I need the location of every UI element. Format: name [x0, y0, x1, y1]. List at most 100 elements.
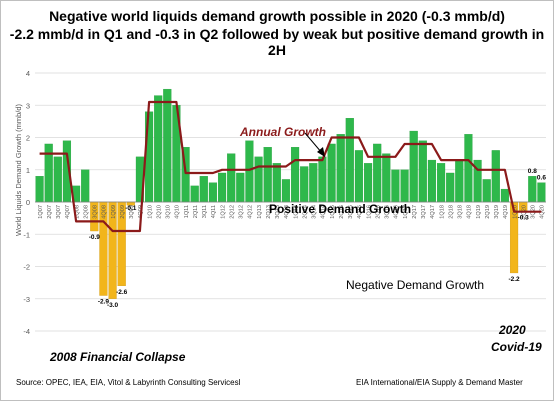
bar-3q17 [418, 140, 427, 203]
x-tick-label: 2Q12 [229, 205, 235, 219]
bar-2q15 [336, 134, 345, 203]
y-tick-labels: -4 -3 -2 -1 0 1 2 3 4 [23, 69, 30, 336]
x-tick-label: 1Q11 [184, 205, 190, 218]
y-tick-label: 3 [26, 101, 30, 110]
x-tick-label: 4Q17 [430, 205, 436, 219]
bar-1q13 [254, 156, 263, 203]
x-tick-label: 4Q13 [284, 205, 290, 219]
annual-growth-path [39, 100, 542, 233]
x-tick-label: 2Q15 [339, 205, 345, 219]
bar-2q08 [81, 169, 90, 203]
x-tick-label: 2Q13 [266, 205, 272, 219]
bar-4q12 [245, 140, 254, 203]
annotations: World Liquids Demand Growth (mmb/d) Annu… [14, 104, 542, 364]
x-tick-label: 2Q09 [120, 205, 126, 219]
bar-3q20 [528, 176, 537, 203]
x-tick-label: 2Q16 [375, 205, 381, 219]
bar-1q15 [327, 143, 336, 203]
x-tick-label: 2Q07 [47, 205, 53, 219]
bar-2q12 [227, 153, 236, 203]
bar-3q07 [53, 156, 62, 203]
x-tick-label: 3Q09 [129, 205, 135, 219]
bar-4q19 [500, 188, 510, 203]
x-tick-label: 3Q10 [166, 205, 172, 219]
bar-3q16 [382, 153, 391, 203]
bar-2q16 [373, 143, 382, 203]
bar-2q17 [409, 130, 418, 203]
x-tick-label: 4Q07 [65, 205, 71, 219]
bar-4q20 [537, 182, 546, 203]
x-tick-label: 1Q15 [330, 205, 336, 219]
x-tick-label: 4Q12 [248, 205, 254, 219]
x-tick-label: 3Q19 [494, 205, 500, 219]
bar-2q19 [482, 179, 491, 203]
x-tick-labels: 1Q07 2Q07 3Q07 4Q07 1Q08 2Q08 3Q08 4Q08 1Q09 2Q09… [38, 205, 546, 219]
x-tick-label: 2Q11 [193, 205, 199, 218]
x-tick-label: 4Q15 [357, 205, 363, 219]
y-tick-label: -4 [23, 327, 30, 336]
bar-3q12 [236, 172, 245, 203]
bar-2q13 [263, 147, 272, 203]
x-tick-label: 3Q18 [458, 205, 464, 219]
x-tick-label: 3Q17 [421, 205, 427, 219]
bar-1q12 [217, 172, 227, 203]
bars [35, 88, 546, 299]
covid-name-label: Covid-19 [491, 340, 542, 354]
annual-growth-arrowhead [317, 147, 325, 157]
bar-2q10 [154, 95, 163, 203]
bar-3q19 [491, 150, 500, 203]
source-note-right: EIA International/EIA Supply & Demand Ma… [356, 378, 523, 387]
y-tick-label: 2 [26, 134, 30, 143]
x-tick-label: 1Q16 [366, 205, 372, 219]
data-labels: -0.9 -2.9-3.0 -2.6 -0.1 -2.2 -0.3 0.80.6 [89, 168, 547, 309]
x-tick-label: 1Q17 [403, 205, 409, 219]
bar-4q16 [391, 169, 400, 203]
bar-4q15 [354, 150, 364, 203]
financial-collapse-label: 2008 Financial Collapse [49, 350, 186, 364]
x-tick-label: 2Q17 [412, 205, 418, 219]
bar-1q18 [436, 163, 446, 203]
x-tick-label: 1Q12 [220, 205, 226, 219]
bar-4q14 [318, 156, 327, 203]
y-tick-label: 1 [26, 166, 30, 175]
annual-growth-line [39, 100, 542, 233]
bar-3q11 [199, 176, 208, 203]
x-tick-label: 2Q10 [156, 205, 162, 219]
x-tick-label: 1Q19 [476, 205, 482, 219]
bar-2q11 [190, 185, 199, 203]
annual-growth-arrow [304, 132, 323, 154]
data-label-1q09: -3.0 [107, 302, 119, 309]
x-tick-label: 3Q12 [239, 205, 245, 219]
positive-growth-label: Positive Demand Growth [269, 202, 411, 216]
x-tick-label: 3Q15 [348, 205, 354, 219]
bar-3q13 [272, 163, 281, 203]
x-tick-label: 3Q16 [385, 205, 391, 219]
data-label-3q09: -0.1 [125, 205, 137, 212]
x-tick-label: 1Q10 [147, 205, 153, 219]
data-label-4q08: -2.9 [98, 299, 110, 306]
data-label-3q08: -0.9 [89, 234, 101, 241]
bar-3q18 [455, 159, 464, 203]
x-tick-label: 2Q19 [485, 205, 491, 219]
y-tick-label: 0 [26, 198, 30, 207]
x-tick-label: 4Q20 [540, 205, 546, 219]
y-tick-label: 4 [26, 69, 30, 78]
x-tick-label: 1Q13 [257, 205, 263, 219]
data-label-1q20: -2.2 [508, 276, 520, 283]
x-tick-label: 4Q08 [102, 205, 108, 219]
bar-4q13 [281, 179, 291, 203]
data-label-2q20: -0.3 [518, 215, 530, 222]
x-tick-label: 4Q11 [211, 205, 217, 218]
data-label-4q20: 0.6 [537, 175, 546, 182]
y-tick-label: -3 [23, 295, 30, 304]
x-tick-label: 2Q14 [302, 205, 308, 219]
x-tick-label: 1Q07 [38, 205, 44, 219]
y-axis-label: World Liquids Demand Growth (mmb/d) [14, 104, 23, 236]
y-tick-label: -2 [23, 263, 30, 272]
source-note-left: Source: OPEC, IEA, EIA, Vitol & Labyrint… [16, 378, 241, 387]
x-tick-label: 1Q09 [111, 205, 117, 219]
x-tick-label: 3Q07 [56, 205, 62, 219]
bar-4q17 [427, 159, 437, 203]
